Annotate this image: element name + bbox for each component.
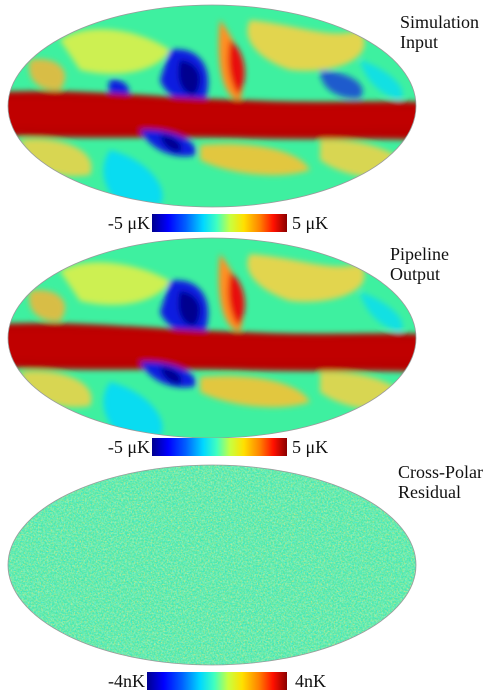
sky-map-input	[7, 4, 417, 208]
sky-map-residual	[7, 464, 417, 666]
colorbar-min-label: -5 μK	[107, 213, 150, 233]
panel-simulation-input: Simulation Input	[0, 0, 503, 230]
colorbar-gradient	[152, 214, 287, 232]
caption-line-1: Cross-Polar	[398, 462, 483, 482]
colorbar-gradient	[152, 438, 287, 456]
colorbar-input: -5 μK 5 μK	[0, 212, 503, 236]
colorbar-max-label: 4nK	[295, 671, 326, 691]
caption-line-1: Pipeline	[390, 244, 449, 264]
colorbar-min-label: -4nK	[108, 671, 145, 691]
caption-simulation-input: Simulation Input	[400, 12, 479, 52]
panel-cross-polar-residual: Cross-Polar Residual	[0, 460, 503, 670]
caption-pipeline-output: Pipeline Output	[390, 244, 449, 284]
colorbar-residual: -4nK 4nK	[0, 670, 503, 694]
caption-line-2: Input	[400, 32, 438, 52]
colorbar-min-label: -5 μK	[107, 437, 150, 457]
caption-line-2: Residual	[398, 482, 461, 502]
sky-map-output	[7, 237, 417, 439]
panel-pipeline-output: Pipeline Output	[0, 236, 503, 461]
caption-line-1: Simulation	[400, 12, 480, 32]
colorbar-max-label: 5 μK	[292, 437, 329, 457]
caption-line-2: Output	[390, 264, 441, 284]
caption-cross-polar-residual: Cross-Polar Residual	[398, 462, 483, 502]
colorbar-max-label: 5 μK	[292, 213, 329, 233]
colorbar-gradient	[147, 672, 287, 690]
colorbar-output: -5 μK 5 μK	[0, 436, 503, 460]
